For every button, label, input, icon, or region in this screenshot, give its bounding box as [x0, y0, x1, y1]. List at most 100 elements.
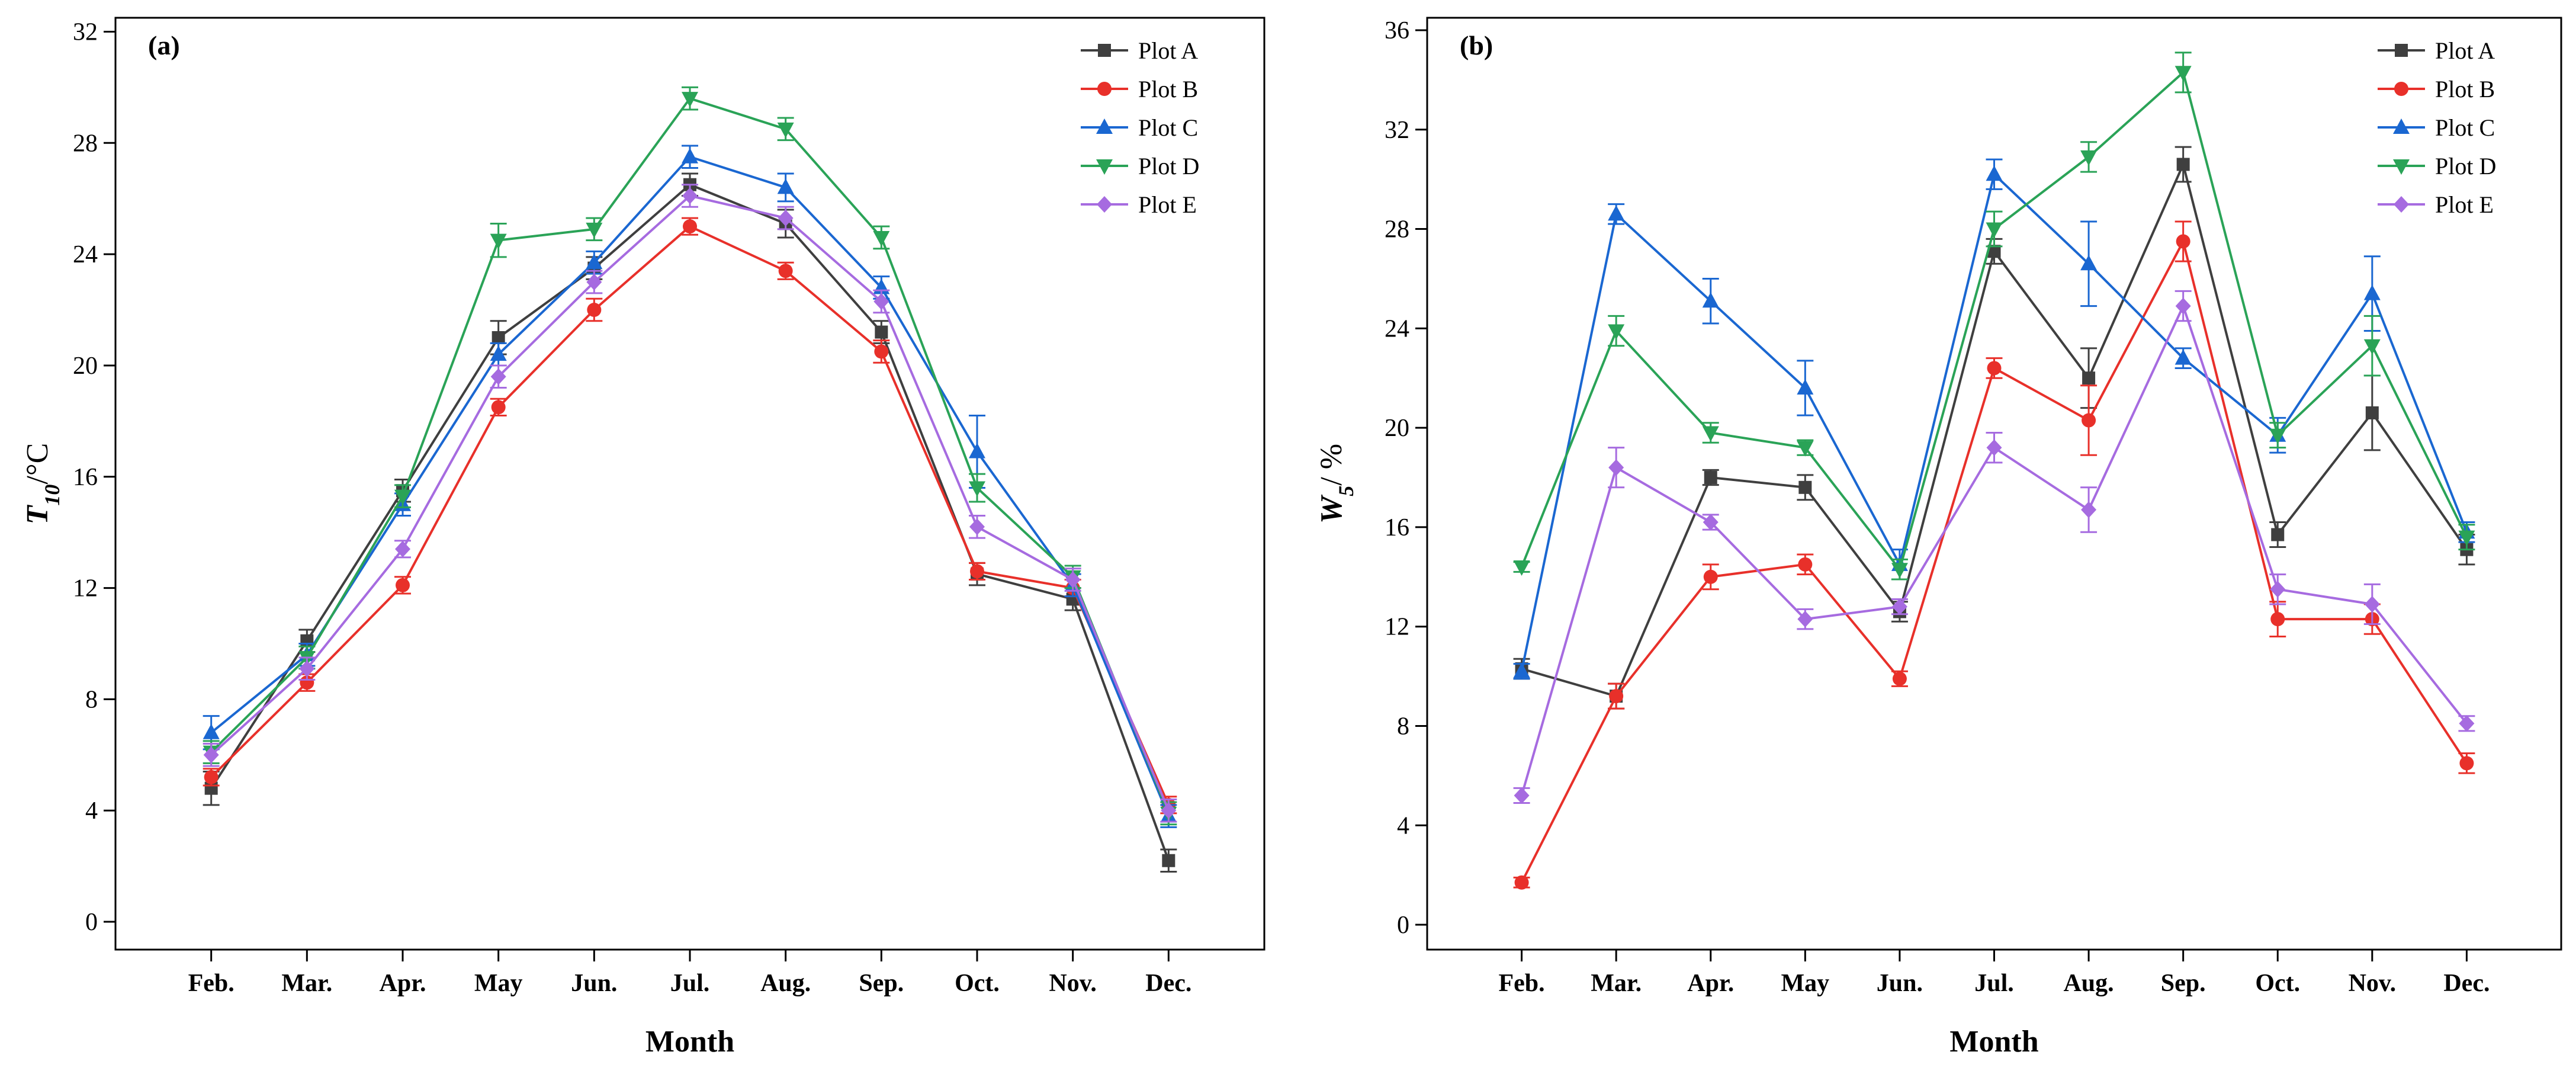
- data-point: [2270, 581, 2286, 598]
- data-point: [873, 230, 890, 246]
- data-point: [1608, 324, 1625, 340]
- data-point: [490, 233, 507, 249]
- data-point: [682, 92, 698, 108]
- data-point: [2365, 406, 2379, 419]
- data-point: [1702, 292, 1719, 308]
- x-tick-label: Mar.: [1591, 970, 1642, 997]
- data-point: [778, 264, 793, 278]
- x-tick-label: May: [1781, 970, 1830, 997]
- series-plot-e: [1513, 290, 2475, 804]
- data-point: [2176, 158, 2190, 171]
- data-point: [1986, 165, 2003, 181]
- series-plot-b: [203, 217, 1177, 815]
- y-axis-title: T10/°C: [21, 443, 64, 525]
- data-point: [1986, 439, 2002, 456]
- data-point: [1702, 426, 1719, 442]
- data-point: [1987, 245, 2001, 258]
- data-point: [203, 723, 220, 739]
- legend-marker: [1098, 44, 1111, 57]
- data-point: [1513, 662, 1530, 678]
- data-point: [492, 331, 505, 344]
- data-point: [777, 178, 794, 194]
- data-point: [1892, 671, 1907, 686]
- data-point: [586, 222, 603, 238]
- y-tick-label: 0: [1397, 912, 1409, 939]
- x-tick-label: May: [474, 970, 523, 997]
- legend-label: Plot B: [2435, 76, 2495, 102]
- legend: Plot A Plot B Plot C Plot D Plot E: [2378, 37, 2496, 218]
- data-point: [2271, 528, 2285, 541]
- y-tick-label: 28: [73, 130, 98, 157]
- data-point: [2364, 595, 2380, 613]
- x-tick-label: Dec.: [1145, 970, 1191, 997]
- series-plot-d: [1513, 52, 2475, 581]
- series-line: [210, 155, 1170, 817]
- legend-label: Plot C: [2435, 114, 2495, 141]
- legend-label: Plot B: [1138, 76, 1198, 102]
- data-point: [491, 400, 506, 415]
- y-tick-label: 24: [1385, 315, 1409, 342]
- data-point: [682, 187, 698, 204]
- data-point: [586, 274, 602, 291]
- legend-marker: [2393, 118, 2410, 134]
- data-point: [1162, 854, 1175, 867]
- legend-label: Plot A: [1138, 37, 1198, 64]
- data-point: [682, 148, 698, 163]
- x-tick-label: Feb.: [1499, 970, 1545, 997]
- y-tick-label: 32: [73, 18, 98, 46]
- data-point: [394, 489, 411, 505]
- data-point: [2174, 349, 2192, 365]
- y-tick-label: 32: [1385, 117, 1409, 144]
- data-point: [1986, 222, 2003, 238]
- series-line: [210, 225, 1170, 806]
- x-tick-label: Oct.: [955, 970, 1000, 997]
- data-point: [1703, 514, 1719, 531]
- series-line: [210, 183, 1170, 861]
- data-point: [969, 443, 985, 459]
- panel-label: (a): [148, 30, 180, 60]
- data-point: [2080, 150, 2098, 166]
- data-point: [1161, 802, 1177, 819]
- data-point: [778, 210, 794, 227]
- legend-label: Plot E: [2435, 191, 2494, 218]
- legend-marker: [1096, 118, 1113, 134]
- data-point: [1513, 560, 1530, 576]
- y-tick-label: 4: [1397, 812, 1409, 839]
- x-axis-title: Month: [645, 1025, 734, 1059]
- data-point: [2176, 234, 2190, 249]
- data-point: [1065, 571, 1081, 588]
- data-point: [1797, 379, 1814, 395]
- y-tick-label: 20: [73, 352, 98, 380]
- y-tick-label: 12: [73, 575, 98, 602]
- plot-frame: [1426, 17, 2562, 951]
- x-axis-title: Month: [1949, 1025, 2038, 1059]
- x-tick-label: Sep.: [2161, 970, 2206, 997]
- data-point: [1987, 361, 2002, 376]
- x-tick-label: Aug.: [760, 970, 811, 997]
- data-point: [586, 254, 603, 270]
- legend-label: Plot A: [2435, 37, 2495, 64]
- data-point: [1797, 441, 1814, 457]
- data-point: [396, 578, 410, 592]
- panel-a: 0 4 8 12 16 20 24 28 32 Feb. Mar. Apr. May Jun. Jul. Au…: [21, 17, 1265, 1059]
- data-point: [969, 518, 985, 536]
- y-tick-label: 16: [73, 464, 98, 491]
- x-tick-label: Jun.: [1877, 970, 1923, 997]
- data-point: [490, 345, 507, 361]
- data-point: [2363, 284, 2381, 300]
- y-tick-label: 4: [85, 797, 98, 825]
- y-axis-title: W5/ %: [1315, 444, 1358, 524]
- x-tick-label: Feb.: [188, 970, 235, 997]
- data-point: [2270, 612, 2285, 627]
- data-point: [873, 293, 889, 310]
- data-point: [2080, 255, 2098, 271]
- legend-label: Plot D: [2435, 153, 2496, 179]
- data-point: [299, 660, 315, 677]
- data-point: [587, 303, 602, 318]
- data-point: [1514, 787, 1530, 804]
- series-plot-b: [1513, 220, 2475, 890]
- data-point: [1798, 557, 1813, 572]
- data-point: [2459, 715, 2475, 732]
- data-point: [1514, 875, 1529, 890]
